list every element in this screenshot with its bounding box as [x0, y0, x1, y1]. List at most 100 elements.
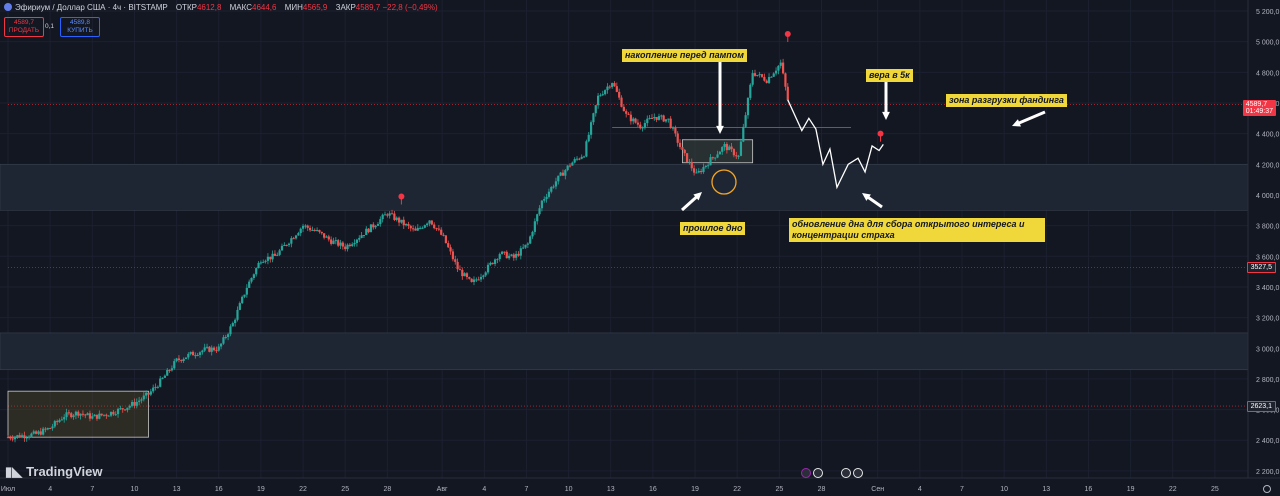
candle-body [728, 146, 731, 151]
candle-body [618, 91, 621, 98]
candle-body [505, 251, 508, 259]
candle-body [714, 157, 717, 159]
price-tick-label: 2 400,0 [1256, 438, 1279, 445]
candle-body [290, 238, 293, 244]
price-tick-label: 3 800,0 [1256, 224, 1279, 231]
annotation-belief[interactable]: вера в 5к [866, 69, 913, 82]
candle-body [152, 387, 155, 392]
candle-body [639, 124, 642, 129]
candle-body [299, 228, 302, 234]
candle-body [742, 126, 745, 142]
time-tick-label: 19 [691, 486, 699, 493]
candle-body [702, 167, 705, 173]
candle-body [646, 118, 649, 124]
candle-body [116, 408, 120, 415]
candle-body [463, 273, 466, 277]
time-tick-label: 22 [1169, 486, 1177, 493]
candle-body [707, 165, 710, 167]
candle-body [465, 273, 469, 278]
candle-body [693, 168, 696, 173]
candle-body [259, 262, 262, 264]
candle-body [519, 248, 522, 256]
candle-body [484, 272, 487, 276]
candle-body [187, 353, 190, 358]
price-tick-label: 4 400,0 [1256, 132, 1279, 139]
candle-body [154, 386, 157, 388]
candle-body [749, 84, 752, 98]
candle-body [409, 225, 412, 229]
candle-body [496, 259, 499, 261]
candle-body [241, 296, 244, 304]
current-price-value: 4589,7 [1245, 101, 1268, 108]
annotation-funding[interactable]: зона разгрузки фандинга [946, 94, 1067, 107]
open-label: ОТКР [175, 3, 197, 12]
candle-body [444, 235, 447, 244]
candle-body [470, 278, 473, 283]
candle-body [721, 147, 724, 152]
arrow-renew-low-head [862, 193, 871, 201]
candle-body [674, 127, 677, 134]
candle-body [339, 242, 342, 246]
candle-body [437, 228, 440, 230]
candle-body [688, 161, 691, 163]
annotation-prev-low[interactable]: прошлое дно [680, 222, 746, 235]
candle-body [304, 225, 307, 227]
candle-body [379, 219, 382, 225]
annotation-renew-low[interactable]: обновление дна для сбора открытого интер… [789, 218, 1045, 242]
arrow-funding-head [1012, 119, 1021, 127]
time-tick-label: 10 [1000, 486, 1008, 493]
candle-body [372, 224, 375, 228]
price-tick-label: 5 200,0 [1256, 9, 1279, 16]
time-tick-label: 16 [649, 486, 657, 493]
candle-body [18, 435, 21, 438]
candle-body [725, 144, 728, 151]
candle-body [114, 414, 117, 416]
candle-body [744, 115, 747, 127]
candle-body [482, 275, 485, 277]
candle-body [365, 228, 368, 236]
candle-body [685, 153, 689, 163]
candle-body [423, 225, 426, 228]
candle-body [592, 113, 595, 123]
candle-body [280, 245, 284, 251]
candle-body [180, 360, 183, 362]
buy-button[interactable]: 4589,8 КУПИТЬ [60, 17, 100, 37]
time-tick-label: 10 [565, 486, 573, 493]
spread-value: 0,1 [45, 23, 55, 30]
candle-body [625, 111, 628, 114]
candle-body [737, 155, 740, 157]
candle-body [348, 244, 351, 247]
candle-body [229, 326, 232, 335]
time-tick-label: 22 [733, 486, 741, 493]
annotation-accumulation[interactable]: накопление перед пампом [622, 49, 747, 62]
candle-body [772, 73, 775, 77]
high-label: МАКС [229, 3, 252, 12]
symbol-title[interactable]: Эфириум / Доллар США · 4ч · BITSTAMP [15, 3, 168, 12]
candle-body [201, 350, 204, 353]
candle-body [561, 172, 565, 176]
candle-body [543, 199, 546, 201]
candle-body [585, 141, 588, 157]
candle-body [355, 239, 359, 243]
candle-body [489, 262, 492, 265]
candle-body [224, 337, 227, 339]
arrow-prev-low-shaft [680, 194, 699, 212]
candle-body [515, 253, 518, 258]
candle-body [611, 83, 614, 88]
candle-body [177, 358, 181, 361]
candle-body [135, 401, 138, 406]
candle-body [126, 407, 129, 411]
candle-body [374, 225, 377, 228]
candle-body [454, 259, 457, 262]
sell-button[interactable]: 4589,7 ПРОДАТЬ [4, 17, 44, 37]
candle-body [327, 236, 330, 240]
ethereum-icon [4, 3, 12, 11]
candle-body [121, 408, 124, 410]
candle-body [580, 156, 583, 159]
candle-body [72, 415, 75, 418]
candle-body [292, 238, 295, 240]
candle-body [95, 414, 99, 419]
candle-body [449, 247, 452, 252]
candle-body [311, 229, 314, 231]
